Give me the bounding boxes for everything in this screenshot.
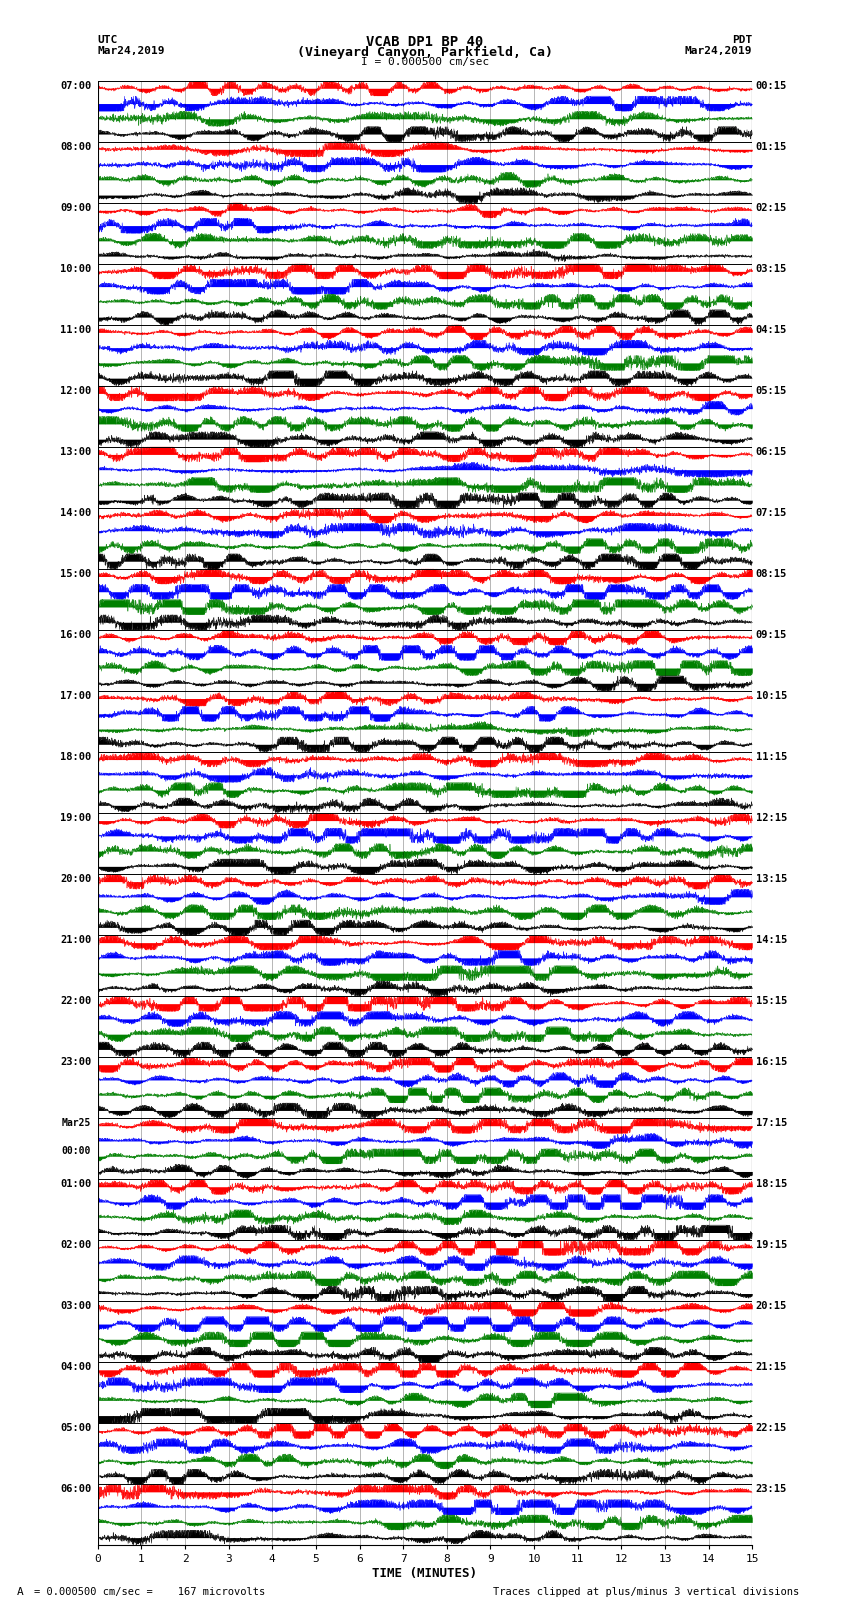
Text: 20:15: 20:15: [756, 1302, 787, 1311]
Text: VCAB DP1 BP 40: VCAB DP1 BP 40: [366, 35, 484, 48]
Text: 14:15: 14:15: [756, 936, 787, 945]
Text: 23:00: 23:00: [60, 1057, 91, 1068]
Text: 18:15: 18:15: [756, 1179, 787, 1189]
Text: PDT: PDT: [732, 35, 752, 45]
X-axis label: TIME (MINUTES): TIME (MINUTES): [372, 1568, 478, 1581]
Text: 06:00: 06:00: [60, 1484, 91, 1494]
Text: 23:15: 23:15: [756, 1484, 787, 1494]
Text: Mar24,2019: Mar24,2019: [98, 45, 165, 56]
Text: A: A: [17, 1587, 24, 1597]
Text: 05:15: 05:15: [756, 386, 787, 395]
Text: 15:00: 15:00: [60, 569, 91, 579]
Text: 00:00: 00:00: [62, 1145, 91, 1155]
Text: 21:15: 21:15: [756, 1361, 787, 1373]
Text: 08:00: 08:00: [60, 142, 91, 152]
Text: 04:00: 04:00: [60, 1361, 91, 1373]
Text: 16:00: 16:00: [60, 631, 91, 640]
Text: 07:15: 07:15: [756, 508, 787, 518]
Text: (Vineyard Canyon, Parkfield, Ca): (Vineyard Canyon, Parkfield, Ca): [297, 45, 553, 60]
Text: 11:00: 11:00: [60, 324, 91, 336]
Text: 10:00: 10:00: [60, 265, 91, 274]
Text: 03:00: 03:00: [60, 1302, 91, 1311]
Text: 19:00: 19:00: [60, 813, 91, 823]
Text: 20:00: 20:00: [60, 874, 91, 884]
Text: 22:15: 22:15: [756, 1423, 787, 1434]
Text: 10:15: 10:15: [756, 690, 787, 702]
Text: 08:15: 08:15: [756, 569, 787, 579]
Text: 02:15: 02:15: [756, 203, 787, 213]
Text: 13:15: 13:15: [756, 874, 787, 884]
Text: 07:00: 07:00: [60, 81, 91, 90]
Text: = 0.000500 cm/sec =    167 microvolts: = 0.000500 cm/sec = 167 microvolts: [34, 1587, 265, 1597]
Text: 15:15: 15:15: [756, 997, 787, 1007]
Text: 02:00: 02:00: [60, 1240, 91, 1250]
Text: 19:15: 19:15: [756, 1240, 787, 1250]
Text: 21:00: 21:00: [60, 936, 91, 945]
Text: 18:00: 18:00: [60, 752, 91, 761]
Text: I = 0.000500 cm/sec: I = 0.000500 cm/sec: [361, 58, 489, 68]
Text: UTC: UTC: [98, 35, 118, 45]
Text: 16:15: 16:15: [756, 1057, 787, 1068]
Text: 12:15: 12:15: [756, 813, 787, 823]
Text: 17:00: 17:00: [60, 690, 91, 702]
Text: 00:15: 00:15: [756, 81, 787, 90]
Text: 22:00: 22:00: [60, 997, 91, 1007]
Text: Mar25: Mar25: [62, 1118, 91, 1127]
Text: 03:15: 03:15: [756, 265, 787, 274]
Text: 17:15: 17:15: [756, 1118, 787, 1127]
Text: 01:00: 01:00: [60, 1179, 91, 1189]
Text: Mar24,2019: Mar24,2019: [685, 45, 752, 56]
Text: 14:00: 14:00: [60, 508, 91, 518]
Text: 01:15: 01:15: [756, 142, 787, 152]
Text: 06:15: 06:15: [756, 447, 787, 456]
Text: 09:00: 09:00: [60, 203, 91, 213]
Text: 11:15: 11:15: [756, 752, 787, 761]
Text: 13:00: 13:00: [60, 447, 91, 456]
Text: 09:15: 09:15: [756, 631, 787, 640]
Text: 04:15: 04:15: [756, 324, 787, 336]
Text: 05:00: 05:00: [60, 1423, 91, 1434]
Text: 12:00: 12:00: [60, 386, 91, 395]
Text: Traces clipped at plus/minus 3 vertical divisions: Traces clipped at plus/minus 3 vertical …: [493, 1587, 799, 1597]
